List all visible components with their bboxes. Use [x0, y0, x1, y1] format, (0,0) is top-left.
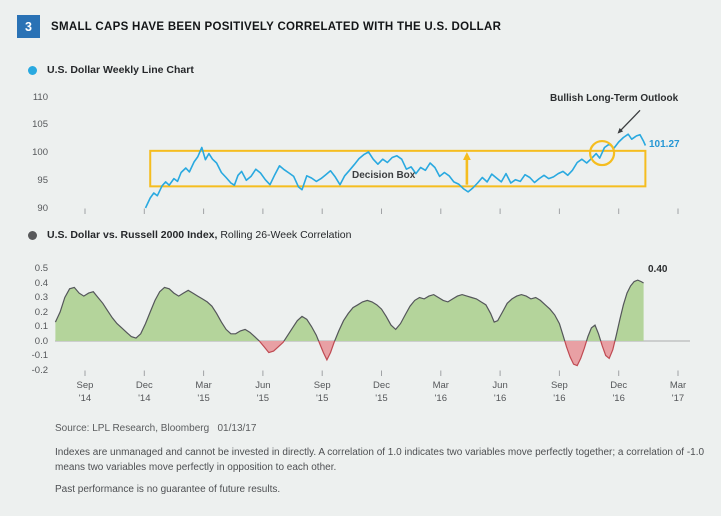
- correlation-end-value-label: 0.40: [648, 264, 668, 275]
- dollar-end-value-label: 101.27: [649, 139, 680, 150]
- source-line: Source: LPL Research, Bloomberg 01/13/17: [55, 423, 257, 434]
- bullish-outlook-label: Bullish Long-Term Outlook: [550, 93, 679, 104]
- legend-label-correlation-bold: U.S. Dollar vs. Russell 2000 Index,: [47, 229, 218, 241]
- past-performance-text: Past performance is no guarantee of futu…: [55, 484, 281, 495]
- decision-box-label: Decision Box: [352, 170, 416, 181]
- legend-label-dollar: U.S. Dollar Weekly Line Chart: [47, 64, 194, 76]
- legend-marker-dollar-icon: [28, 65, 37, 75]
- disclaimer-text: Indexes are unmanaged and cannot be inve…: [55, 447, 705, 473]
- legend-correlation-chart: U.S. Dollar vs. Russell 2000 Index, Roll…: [28, 229, 351, 241]
- legend-label-correlation: U.S. Dollar vs. Russell 2000 Index, Roll…: [47, 229, 351, 241]
- legend-dollar-chart: U.S. Dollar Weekly Line Chart: [28, 64, 194, 76]
- figure-title: SMALL CAPS HAVE BEEN POSITIVELY CORRELAT…: [51, 20, 502, 33]
- legend-label-correlation-rest: Rolling 26-Week Correlation: [217, 229, 352, 241]
- legend-marker-correlation-icon: [28, 230, 37, 240]
- title-bar: 3 SMALL CAPS HAVE BEEN POSITIVELY CORREL…: [17, 15, 501, 38]
- figure-number-badge: 3: [17, 15, 40, 38]
